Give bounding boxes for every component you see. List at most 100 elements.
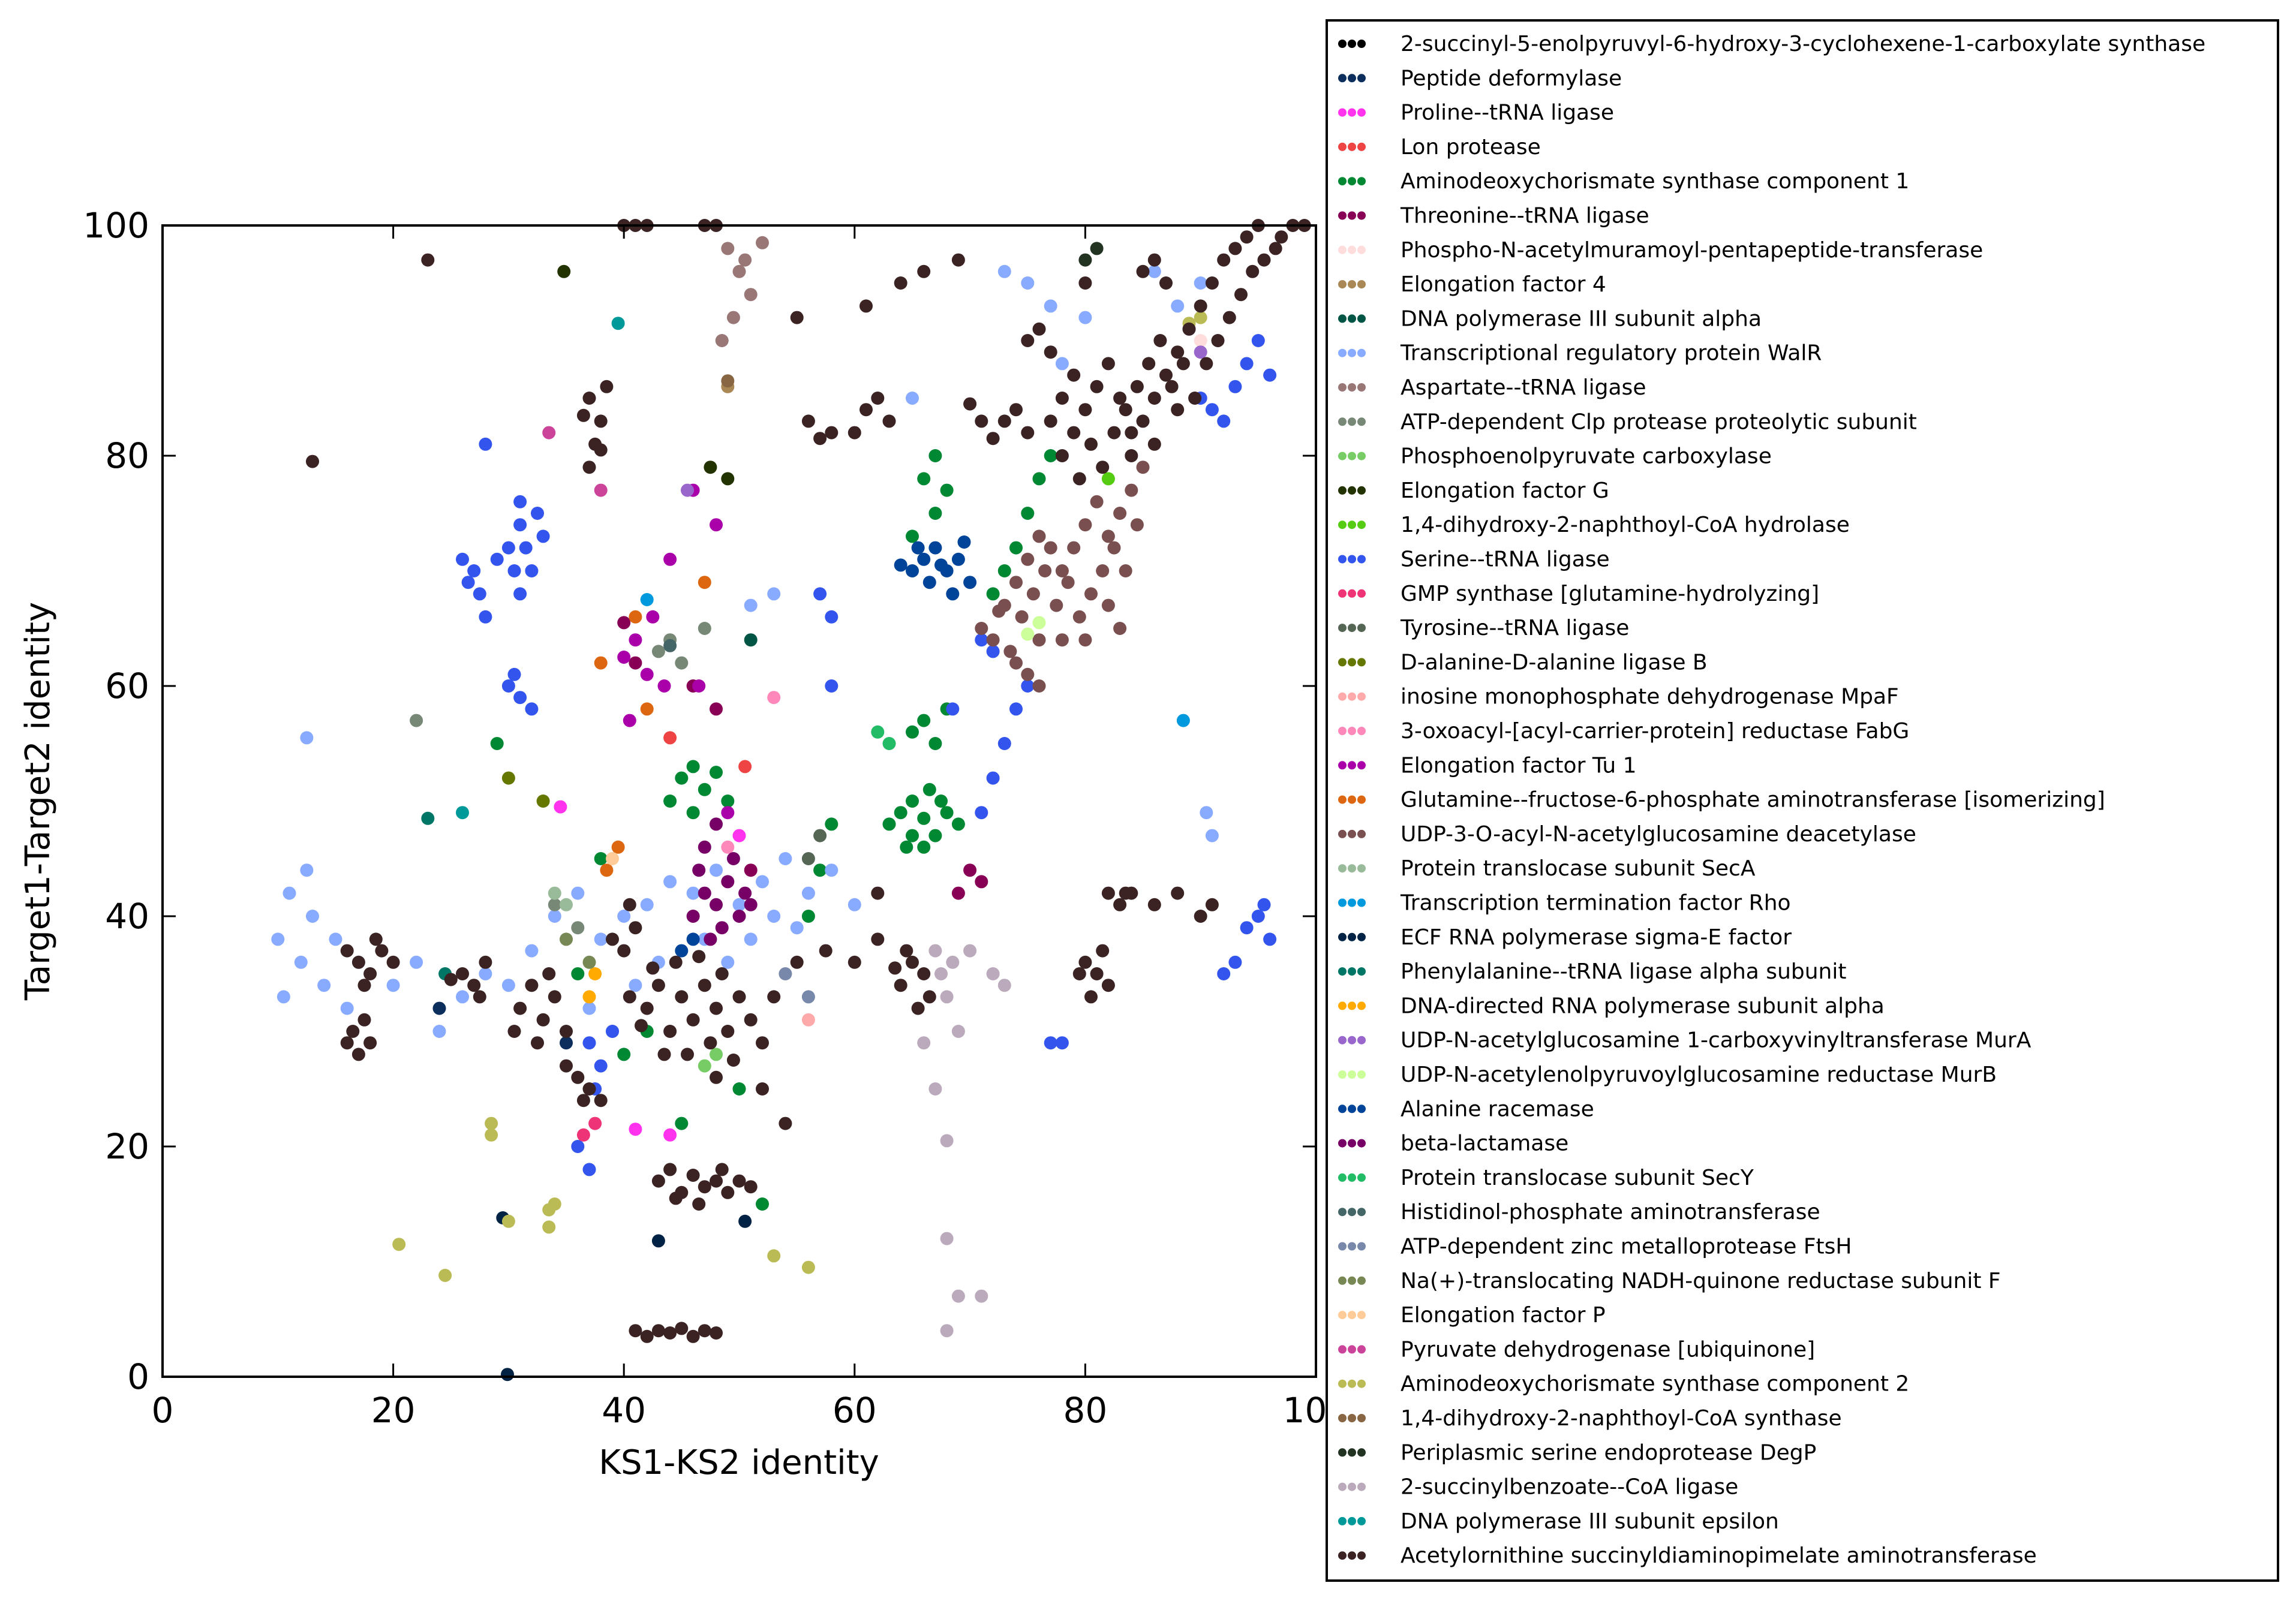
point-s23-6 <box>1067 541 1081 555</box>
point-s9-25 <box>732 898 746 911</box>
point-s44-161 <box>1101 886 1115 900</box>
point-s9-5 <box>329 932 342 946</box>
point-s23-7 <box>1078 518 1092 532</box>
point-s1-0 <box>432 1001 446 1015</box>
point-s4-20 <box>928 737 942 750</box>
point-s42-4 <box>917 1036 931 1050</box>
point-s4-36 <box>801 910 815 923</box>
point-s4-33 <box>986 587 1000 601</box>
point-s44-70 <box>732 1174 746 1188</box>
point-s31-7 <box>934 558 948 572</box>
point-s44-156 <box>1159 276 1173 290</box>
legend-marker <box>1338 658 1347 667</box>
point-s44-154 <box>1136 264 1150 278</box>
point-s15-8 <box>536 529 550 543</box>
point-s31-13 <box>686 932 700 946</box>
point-s23-17 <box>1061 576 1075 589</box>
point-s9-26 <box>756 875 769 889</box>
point-s44-0 <box>640 1001 654 1015</box>
legend-marker <box>1348 211 1356 220</box>
point-s32-3 <box>721 875 735 889</box>
legend-marker <box>1338 314 1347 323</box>
legend-label: Glutamine--fructose-6-phosphate aminotra… <box>1401 788 2105 812</box>
point-s44-41 <box>456 967 469 980</box>
point-s44-40 <box>357 1013 371 1027</box>
point-s41-0 <box>1078 253 1092 267</box>
point-s9-15 <box>501 979 515 992</box>
point-s44-159 <box>1171 886 1185 900</box>
legend-item: Protein translocase subunit SecA <box>1338 856 1756 881</box>
point-s4-34 <box>813 863 827 877</box>
point-s44-68 <box>710 1174 723 1188</box>
point-s44-86 <box>600 380 614 393</box>
point-s33-1 <box>882 737 896 750</box>
point-s44-112 <box>1136 414 1150 428</box>
legend-marker <box>1357 761 1366 770</box>
point-s31-4 <box>951 552 965 566</box>
y-axis: 0 20 40 60 80 100 <box>83 205 1316 1397</box>
point-s4-1 <box>686 760 700 774</box>
legend-label: Na(+)-translocating NADH-quinone reducta… <box>1401 1269 2001 1293</box>
point-s11-5 <box>548 898 561 911</box>
legend-label: ATP-dependent Clp protease proteolytic s… <box>1401 410 1917 434</box>
point-s44-130 <box>1153 334 1167 347</box>
legend-marker <box>1338 1551 1347 1560</box>
point-s22-1 <box>698 576 711 589</box>
legend-marker <box>1357 1139 1366 1148</box>
point-s19-0 <box>801 1013 815 1027</box>
point-s44-151 <box>1032 322 1046 336</box>
point-s24-0 <box>548 886 561 900</box>
legend-marker <box>1338 967 1347 976</box>
point-s4-21 <box>906 725 919 739</box>
point-s26-3 <box>738 1214 752 1228</box>
point-s14-0 <box>1101 472 1115 486</box>
legend-marker <box>1357 1551 1366 1560</box>
legend-marker <box>1357 280 1366 289</box>
point-s4-8 <box>894 806 907 820</box>
point-s2-3 <box>732 829 746 842</box>
legend-marker <box>1357 314 1366 323</box>
point-s44-84 <box>594 414 608 428</box>
legend-marker <box>1338 1242 1347 1251</box>
point-s42-10 <box>940 1324 954 1338</box>
point-s44-15 <box>692 950 706 964</box>
point-s4-3 <box>710 766 723 779</box>
point-s13-2 <box>721 472 735 486</box>
point-s5-0 <box>617 616 631 630</box>
legend-marker <box>1357 555 1366 564</box>
point-s34-0 <box>663 639 677 652</box>
point-s12-1 <box>710 1048 723 1061</box>
y-tick-label: 20 <box>105 1126 149 1167</box>
point-s22-0 <box>594 656 608 670</box>
point-s4-32 <box>1044 449 1057 462</box>
point-s4-5 <box>663 795 677 808</box>
point-s44-165 <box>871 932 885 946</box>
legend-marker <box>1357 864 1366 873</box>
point-s2-2 <box>663 1128 677 1142</box>
legend-item: ATP-dependent Clp protease proteolytic s… <box>1338 410 1917 434</box>
point-s44-178 <box>576 1094 590 1108</box>
point-s15-36 <box>1240 357 1254 371</box>
point-s44-117 <box>1194 299 1207 313</box>
point-s31-2 <box>928 541 942 555</box>
point-s15-43 <box>1217 967 1231 980</box>
legend-marker <box>1348 74 1356 83</box>
point-s35-0 <box>779 967 792 980</box>
point-s44-14 <box>669 955 683 969</box>
point-s44-157 <box>1194 910 1207 923</box>
point-s40-0 <box>721 374 735 388</box>
legend-marker <box>1357 967 1366 976</box>
point-s42-0 <box>934 967 948 980</box>
point-s44-171 <box>756 1082 769 1096</box>
point-s44-1 <box>651 979 665 992</box>
point-s23-33 <box>1078 633 1092 647</box>
point-s21-7 <box>663 552 677 566</box>
point-s25-1 <box>640 593 654 606</box>
legend-marker <box>1348 1379 1356 1388</box>
legend-label: UDP-3-O-acyl-N-acetylglucosamine deacety… <box>1401 822 1916 847</box>
legend-marker <box>1357 417 1366 426</box>
legend-marker <box>1348 1173 1356 1182</box>
point-s15-24 <box>571 1140 585 1153</box>
legend-item: Lon protease <box>1338 135 1541 160</box>
point-s44-92 <box>848 426 861 440</box>
